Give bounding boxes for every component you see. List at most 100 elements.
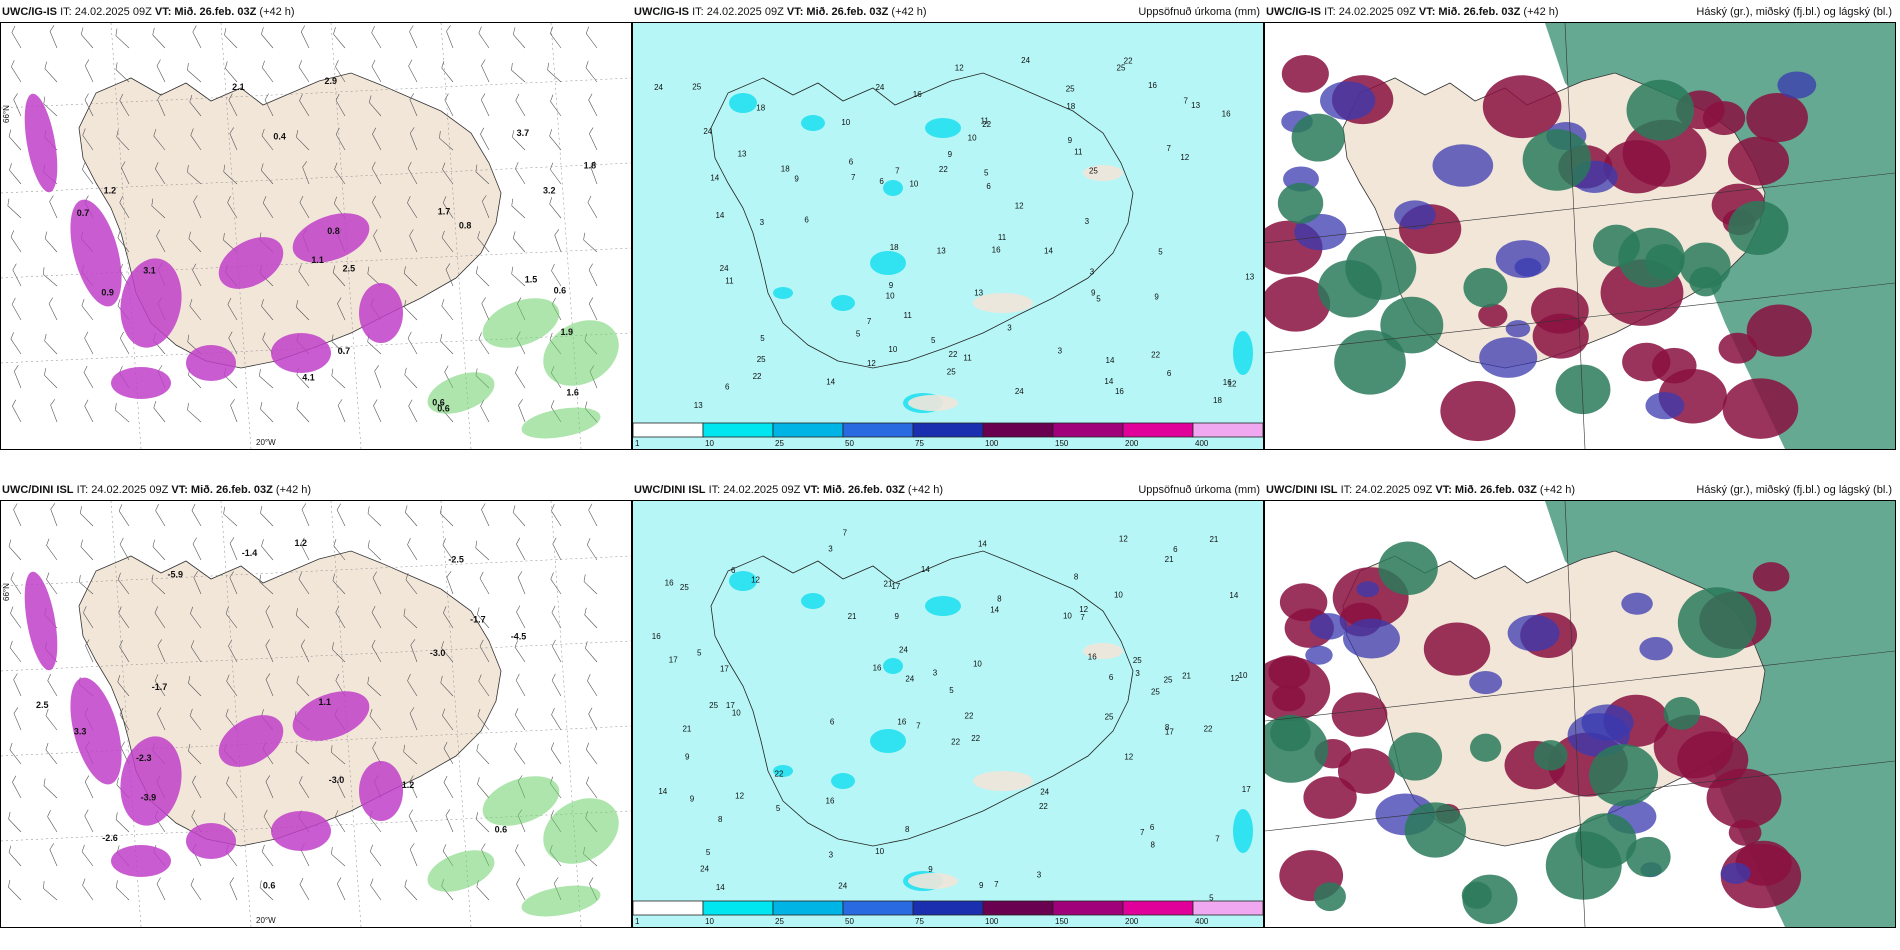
low-cloud-patch: [1356, 581, 1380, 598]
product-title: Uppsöfnuð úrkoma (mm): [1138, 6, 1260, 18]
wind-barb: [407, 331, 418, 355]
wind-barb: [440, 675, 454, 697]
wind-barb: [227, 297, 238, 321]
wind-barb: [371, 639, 382, 663]
high-cloud-patch: [1380, 296, 1444, 354]
wind-barb: [333, 538, 346, 561]
station-value: 11: [725, 276, 734, 285]
wind-barb: [476, 743, 490, 765]
high-cloud-patch: [1461, 881, 1492, 909]
station-value: 24: [1015, 387, 1024, 396]
temperature-contour-fill: [292, 691, 370, 741]
station-value: 7: [1140, 828, 1145, 837]
wind-barb: [478, 674, 490, 697]
temperature-contour-fill: [70, 199, 122, 307]
map-value-label: 7: [1184, 96, 1189, 105]
high-cloud-patch: [1313, 882, 1346, 912]
wind-barb: [153, 400, 166, 423]
wind-barb: [43, 96, 58, 117]
map-value-label: 1.7: [438, 206, 451, 216]
wind-barb: [403, 744, 418, 765]
legend-swatch: [702, 900, 774, 916]
wind-barb: [551, 264, 562, 287]
wind-barb: [298, 264, 310, 287]
wind-barb: [588, 503, 598, 527]
station-value: 7: [895, 167, 900, 176]
mid-cloud-patch: [1331, 692, 1388, 737]
map-precip-bottom[interactable]: 7 8 12 16 22 17 25 10 21 14 5 24 3 6 9 7 8 12 16 22 17 25 10 21…: [632, 500, 1264, 928]
station-value: 7: [994, 880, 999, 889]
wind-barb: [475, 540, 490, 561]
map-cloud-bottom[interactable]: [1264, 500, 1896, 928]
wind-barb: [190, 606, 202, 629]
map-value-label: 0.7: [77, 208, 90, 218]
wind-barb: [156, 59, 166, 83]
map-temp-top[interactable]: 1.9 1.5 3.7 3.2 0.4 0.6 1.8 3.1 2.5 4.1 2.9 1.7 0.8 0…: [0, 22, 632, 450]
wind-barb: [8, 811, 22, 833]
wind-barb: [331, 642, 346, 663]
low-cloud-patch: [1621, 592, 1653, 615]
graticule-line: [220, 23, 252, 449]
wind-barb: [84, 399, 94, 423]
wind-barb: [80, 27, 94, 49]
map-value-label: 25: [1117, 64, 1126, 73]
wind-barb: [84, 331, 94, 355]
station-value: 22: [753, 372, 762, 381]
wind-barb: [409, 707, 418, 731]
wind-barb: [82, 878, 94, 901]
latitude-label: 66°N: [2, 583, 11, 601]
temperature-contour-fill: [427, 372, 495, 414]
dry-area: [908, 395, 958, 411]
iceland-outline: [710, 72, 1134, 369]
wind-barb: [515, 93, 526, 117]
station-value: 10: [732, 709, 741, 718]
wind-barb: [444, 93, 454, 117]
wind-barb: [13, 365, 22, 389]
wind-barb: [480, 127, 490, 151]
map-precip-top[interactable]: 6 9 11 13 16 24 22 25 14 5 18 7 10 12 3 6 9 11 13 16 24 22 25 1…: [632, 22, 1264, 450]
station-value: 5: [776, 804, 781, 813]
wind-barb: [367, 506, 382, 527]
map-value-label: 0.7: [338, 346, 351, 356]
station-value: 14: [990, 605, 999, 614]
map-value-label: -2.5: [448, 555, 464, 565]
map-cloud-top[interactable]: [1264, 22, 1896, 450]
wind-barb: [223, 506, 238, 527]
station-value: 21: [1165, 555, 1174, 564]
mid-cloud-patch: [1653, 714, 1734, 779]
temperature-contour-fill: [521, 407, 601, 439]
wind-barb: [336, 503, 346, 527]
wind-barb: [188, 744, 202, 765]
wind-barb: [187, 164, 202, 185]
station-value: 18: [1213, 396, 1222, 405]
mid-cloud-patch: [1702, 101, 1746, 136]
temperature-contour-fill: [24, 571, 58, 671]
wind-barb: [154, 674, 166, 697]
mid-cloud-patch: [1281, 54, 1329, 93]
mid-cloud-patch: [1482, 75, 1562, 139]
legend-tick-label: 400: [1195, 917, 1209, 926]
legend-tick-label: 100: [985, 439, 999, 448]
temp-map-svg: -2.6 -2.5 -5.9 -1.7 -3.0 -1.7 -2.3 -3.9 -4.5 -3.0…: [1, 501, 631, 927]
map-temp-bottom[interactable]: -2.6 -2.5 -5.9 -1.7 -3.0 -1.7 -2.3 -3.9 -4.5 -3.0…: [0, 500, 632, 928]
valid-time: Mið. 26.feb. 03Z: [174, 6, 257, 18]
station-value: 14: [921, 565, 930, 574]
station-value: 6: [1173, 545, 1178, 554]
wind-barb: [192, 537, 202, 561]
wind-barb: [45, 708, 58, 731]
station-value: 10: [968, 133, 977, 142]
station-value: 17: [891, 582, 900, 591]
longitude-label: 20°W: [256, 916, 276, 925]
dry-area: [908, 873, 958, 889]
wind-barb: [515, 844, 526, 867]
wind-barb: [587, 674, 598, 697]
mid-cloud-patch: [1746, 304, 1812, 357]
station-value: 25: [1164, 676, 1173, 685]
precip-cell: [870, 729, 906, 753]
station-value: 24: [838, 882, 847, 891]
station-value: 12: [735, 791, 744, 800]
wind-barb: [261, 539, 274, 561]
panel-precip-dini: UWC/DINI ISL IT: 24.02.2025 09Z VT: Mið.…: [632, 480, 1264, 928]
wind-barb: [117, 230, 130, 253]
station-value: 8: [1165, 723, 1170, 732]
